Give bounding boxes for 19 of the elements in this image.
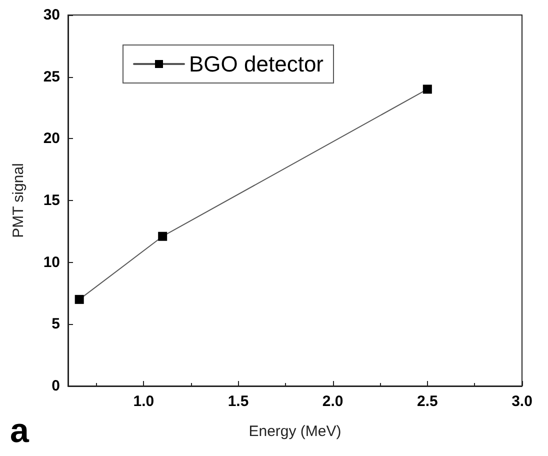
y-tick-label: 0 — [52, 378, 60, 394]
y-tick-label: 5 — [52, 316, 60, 333]
y-tick-label: 30 — [43, 6, 60, 24]
legend-label: BGO detector — [189, 52, 324, 76]
point — [422, 84, 432, 94]
y-tick-label: 10 — [43, 254, 60, 271]
x-tick-label: 1.0 — [133, 393, 154, 410]
x-tick-label: 2.0 — [322, 393, 344, 410]
x-tick-label: 1.5 — [228, 393, 249, 410]
x-tick-label: 2.5 — [416, 393, 438, 410]
y-axis-title: PMT signal — [10, 163, 27, 238]
text: a — [10, 412, 30, 450]
y-tick-label: 25 — [43, 68, 60, 86]
point — [74, 294, 84, 304]
y-tick-label: 20 — [43, 130, 60, 148]
x-axis-title: Energy (MeV) — [248, 423, 342, 440]
y-tick-label: 15 — [43, 192, 60, 209]
point — [158, 232, 168, 241]
x-tick-label: 3.0 — [512, 393, 532, 410]
